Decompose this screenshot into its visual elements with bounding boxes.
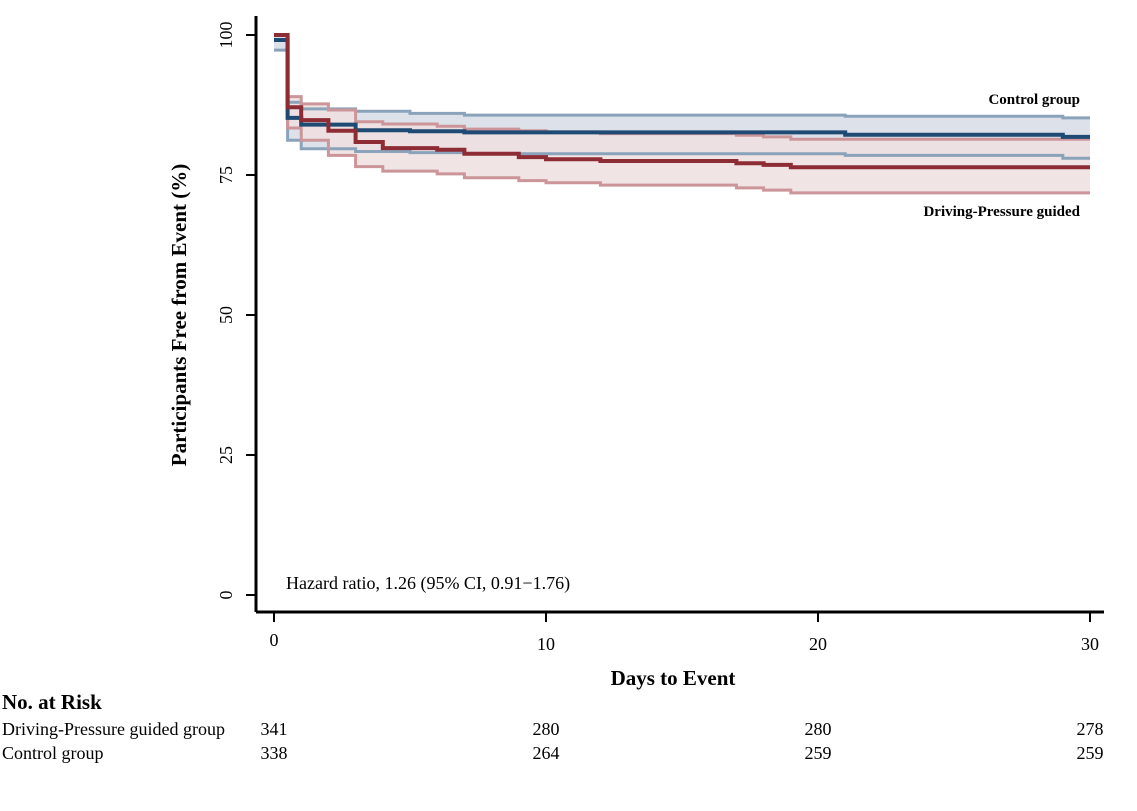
x-tick-label: 0	[270, 630, 279, 650]
y-ticks: 0 25 50 75 100	[216, 22, 256, 600]
risk-count: 341	[260, 719, 288, 739]
x-tick-label: 10	[537, 634, 555, 654]
y-tick-label: 25	[216, 446, 236, 464]
driving-pressure-survival-line	[274, 33, 1090, 170]
x-axis-title: Days to Event	[611, 666, 736, 690]
driving-pressure-label: Driving-Pressure guided	[923, 204, 1080, 220]
confidence-bands	[274, 33, 1090, 195]
y-tick-label: 75	[216, 166, 236, 184]
risk-table-title: No. at Risk	[2, 690, 102, 714]
risk-count: 280	[532, 719, 560, 739]
risk-count: 259	[1076, 743, 1104, 763]
control-group-label: Control group	[988, 92, 1080, 108]
hazard-ratio-annotation: Hazard ratio, 1.26 (95% CI, 0.91−1.76)	[286, 573, 570, 594]
driving-pressure-ci-lower-line	[274, 33, 1090, 195]
risk-row-label: Control group	[2, 743, 104, 763]
y-tick-label: 0	[216, 591, 236, 600]
risk-count: 338	[260, 743, 288, 763]
risk-count: 259	[804, 743, 832, 763]
control-ci-upper-line	[274, 33, 1090, 120]
survival-curves	[274, 33, 1090, 170]
risk-count: 264	[532, 743, 560, 763]
y-axis-title: Participants Free from Event (%)	[167, 164, 191, 466]
risk-count: 280	[804, 719, 832, 739]
control-survival-line	[274, 38, 1090, 139]
x-tick-label: 20	[809, 634, 827, 654]
driving-pressure-ci-upper-line	[274, 33, 1090, 141]
risk-row-label: Driving-Pressure guided group	[2, 719, 225, 739]
x-ticks: 0 10 20 30	[270, 612, 1099, 654]
risk-count: 278	[1076, 719, 1104, 739]
x-tick-label: 30	[1081, 634, 1099, 654]
control-ci-lower-line	[274, 48, 1090, 160]
y-tick-label: 50	[216, 306, 236, 324]
control-ci-band	[274, 35, 1090, 159]
y-tick-label: 100	[216, 22, 236, 49]
